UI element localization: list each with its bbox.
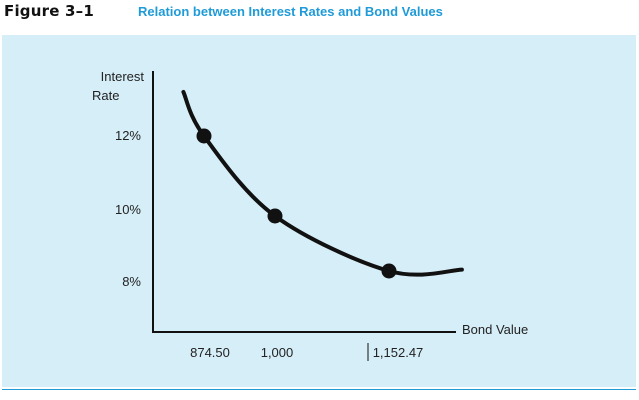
data-points [196,128,397,279]
figure-title: Relation between Interest Rates and Bond… [138,4,443,19]
bottom-rule [2,389,636,390]
x-tick-label: 1,000 [261,345,294,360]
y-axis-label-line2: Rate [92,88,119,103]
bond-value-curve [181,90,464,277]
x-tick-label: 1,152.47 [373,345,424,360]
data-point-2 [267,208,283,224]
y-tick-label: 12% [115,128,141,143]
y-tick-label: 10% [115,202,141,217]
x-axis-label: Bond Value [462,322,528,337]
figure-label: Figure 3–1 [4,2,94,20]
data-point-3 [381,263,397,279]
data-point-1 [196,128,212,144]
figure-header: Figure 3–1 Relation between Interest Rat… [0,0,639,30]
chart-panel [2,35,636,387]
y-axis-label-line1: Interest [101,69,145,84]
x-tick-label: 874.50 [190,345,230,360]
y-tick-label: 8% [122,274,141,289]
